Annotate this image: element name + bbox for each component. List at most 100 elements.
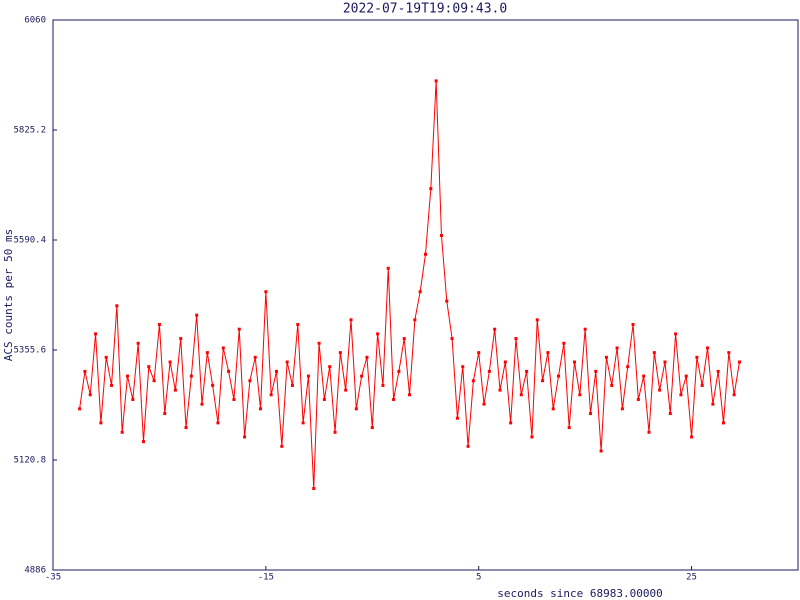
data-point <box>275 369 278 373</box>
data-point <box>599 449 603 453</box>
data-point <box>684 374 688 378</box>
data-point <box>301 421 305 425</box>
data-point <box>610 383 614 387</box>
data-point <box>674 332 678 336</box>
data-point <box>243 435 247 439</box>
chart-title: 2022-07-19T19:09:43.0 <box>343 2 507 17</box>
data-point <box>296 323 300 327</box>
data-point <box>248 379 252 383</box>
x-tick-label: 5 <box>476 573 481 583</box>
data-point <box>604 355 608 359</box>
data-point <box>184 426 188 430</box>
data-point <box>189 374 193 378</box>
data-point <box>88 393 92 397</box>
data-point <box>392 397 396 401</box>
data-point <box>195 313 199 317</box>
data-point <box>509 421 513 425</box>
data-point <box>573 360 576 364</box>
x-tick-label: 25 <box>686 573 697 583</box>
data-point <box>259 407 263 411</box>
data-point <box>706 346 710 350</box>
data-point <box>94 332 98 336</box>
data-point <box>120 430 124 434</box>
data-point <box>179 337 183 341</box>
data-point <box>413 318 417 322</box>
data-point <box>269 393 273 397</box>
data-point <box>461 365 465 369</box>
data-point <box>227 369 231 373</box>
data-point <box>439 234 443 238</box>
data-point <box>376 332 380 336</box>
y-tick-label: 5590.4 <box>13 236 46 246</box>
data-point <box>429 187 433 191</box>
data-point <box>221 346 225 350</box>
data-point <box>557 374 561 378</box>
data-point <box>727 351 731 355</box>
data-point <box>381 383 385 387</box>
data-point <box>115 304 119 308</box>
data-point <box>163 412 167 416</box>
data-point <box>690 435 694 439</box>
data-point <box>126 374 129 378</box>
y-tick-label: 5355.6 <box>13 346 46 356</box>
data-point <box>424 252 427 256</box>
data-point <box>620 407 624 411</box>
data-point <box>578 393 582 397</box>
data-point <box>253 355 257 359</box>
data-point <box>737 360 741 364</box>
data-point <box>322 397 326 401</box>
data-point <box>370 426 374 430</box>
data-point <box>562 341 566 345</box>
data-point <box>365 355 369 359</box>
data-point <box>83 369 87 373</box>
data-point <box>695 355 699 359</box>
data-point <box>344 388 348 392</box>
data-point <box>211 383 215 387</box>
data-point <box>551 407 555 411</box>
data-point <box>503 360 507 364</box>
data-point <box>200 402 204 406</box>
data-point <box>78 407 82 411</box>
data-point <box>626 365 630 369</box>
data-point <box>386 266 390 270</box>
data-point <box>722 421 725 425</box>
data-point <box>493 327 497 331</box>
data-point <box>104 355 108 359</box>
data-point <box>168 360 172 364</box>
data-point <box>541 379 545 383</box>
data-point <box>471 379 475 383</box>
data-point <box>652 351 656 355</box>
data-point <box>141 440 145 444</box>
data-point <box>136 341 140 345</box>
data-point <box>594 369 598 373</box>
data-point <box>525 369 529 373</box>
data-point <box>306 374 310 378</box>
data-point <box>636 397 640 401</box>
data-point <box>397 369 401 373</box>
data-point <box>535 318 539 322</box>
data-line <box>79 80 740 489</box>
data-point <box>647 430 651 434</box>
data-point <box>312 486 316 490</box>
data-point <box>668 412 672 416</box>
data-point <box>173 388 177 392</box>
data-point <box>716 369 720 373</box>
data-point <box>477 351 481 355</box>
data-point <box>482 402 486 406</box>
data-point <box>205 351 209 355</box>
data-point <box>216 421 220 425</box>
data-point <box>152 379 156 383</box>
plot-frame <box>52 19 799 571</box>
y-tick-label: 5825.2 <box>13 126 46 136</box>
data-point <box>338 351 342 355</box>
x-tick-label: -15 <box>258 573 274 583</box>
data-point <box>237 327 241 331</box>
data-point <box>679 393 683 397</box>
x-tick-label: -35 <box>45 573 61 583</box>
x-axis-label: seconds since 68983.00000 <box>497 587 663 600</box>
data-point <box>408 393 412 397</box>
y-tick-label: 5120.8 <box>13 456 46 466</box>
data-point <box>466 444 470 448</box>
